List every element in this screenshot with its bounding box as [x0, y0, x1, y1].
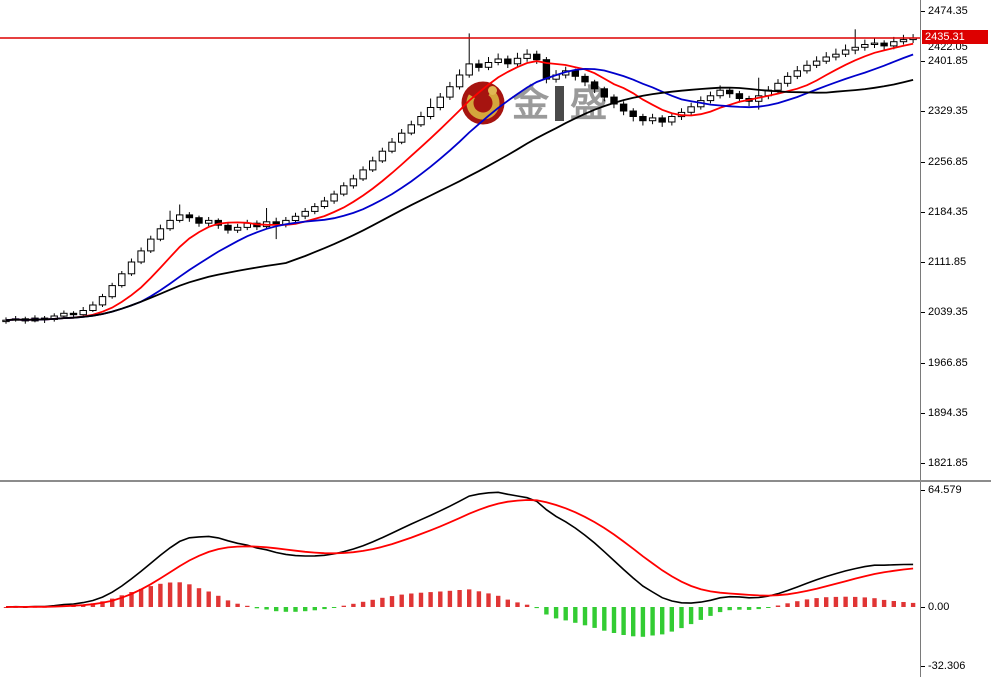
price-axis-label: 2256.85 — [928, 156, 968, 168]
candles-group — [2, 29, 917, 324]
indicator-axis-label: -32.306 — [928, 660, 966, 672]
price-axis-label: 1894.35 — [928, 407, 968, 419]
price-axis-label: 1966.85 — [928, 357, 968, 369]
current-price-badge: 2435.31 — [922, 30, 988, 44]
price-axis-label: 2401.85 — [928, 55, 968, 67]
axis-tick — [921, 413, 925, 414]
axis-tick — [921, 312, 925, 313]
axis-tick — [921, 490, 925, 491]
indicator-axis-label: 64.579 — [928, 484, 962, 496]
macd-panel-svg[interactable] — [0, 481, 920, 677]
axis-tick — [921, 666, 925, 667]
indicator-axis-label: 0.00 — [928, 601, 950, 613]
macd-histogram — [3, 582, 916, 637]
main-chart-svg[interactable] — [0, 0, 920, 481]
axis-tick — [921, 61, 925, 62]
axis-tick — [921, 262, 925, 263]
price-axis-label: 2184.35 — [928, 206, 968, 218]
axis-tick — [921, 111, 925, 112]
macd-signal-line — [5, 499, 914, 608]
price-axis-label: 2474.35 — [928, 5, 968, 17]
price-axis-label: 2329.35 — [928, 105, 968, 117]
ma-mid-line — [5, 53, 914, 322]
axis-tick — [921, 463, 925, 464]
price-axis[interactable]: 2422.05 2435.31 2474.35 2401.85 2329.35 225… — [920, 0, 991, 677]
axis-tick — [921, 607, 925, 608]
axis-tick — [921, 212, 925, 213]
macd-line — [5, 491, 914, 608]
axis-tick — [921, 363, 925, 364]
axis-tick — [921, 11, 925, 12]
price-axis-label: 1821.85 — [928, 457, 968, 469]
watermark-text-left: 金 — [512, 82, 549, 124]
ma-fast-line — [5, 42, 914, 322]
ma-slow-line — [5, 79, 914, 322]
price-axis-label: 2111.85 — [928, 256, 967, 268]
watermark-divider — [555, 85, 564, 121]
price-axis-label: 2039.35 — [928, 306, 968, 318]
price-axis-partial-label: 2422.05 — [928, 41, 968, 53]
axis-tick — [921, 162, 925, 163]
panel-separator[interactable] — [0, 480, 991, 482]
